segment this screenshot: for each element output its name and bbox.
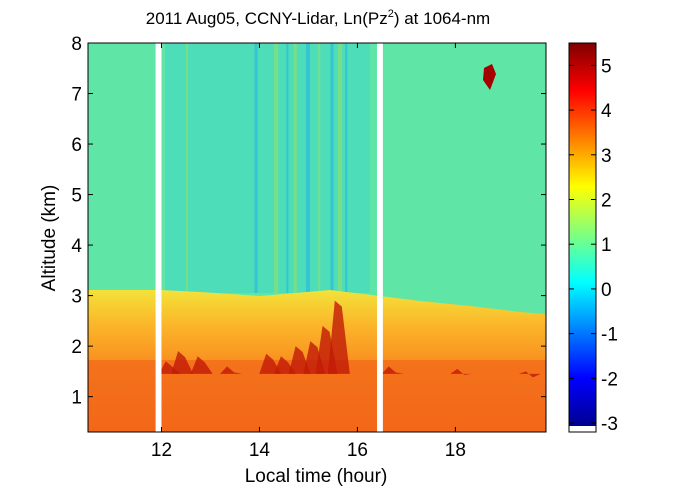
colorbar-tick-label: 0 bbox=[601, 280, 612, 301]
boundary-spike bbox=[259, 353, 282, 374]
signal-streak bbox=[254, 43, 258, 293]
y-tick-label: 4 bbox=[71, 236, 82, 257]
boundary-spike bbox=[220, 366, 243, 374]
signal-streak bbox=[345, 43, 348, 293]
colorbar-tick-label: 2 bbox=[601, 190, 612, 211]
colorbar-frame bbox=[568, 42, 597, 433]
signal-streak bbox=[305, 43, 310, 293]
chart-title: 2011 Aug05, CCNY-Lidar, Ln(Pz2) at 1064-… bbox=[146, 8, 490, 28]
boundary-spike bbox=[190, 356, 213, 374]
colorbar-under-swatch bbox=[569, 426, 596, 432]
data-gap-2 bbox=[377, 43, 383, 432]
title-main: 2011 Aug05, CCNY-Lidar, Ln(Pz bbox=[146, 9, 388, 28]
x-tick-label: 12 bbox=[151, 440, 172, 461]
signal-streak bbox=[330, 43, 334, 293]
title-superscript: 2 bbox=[388, 8, 394, 20]
colorbar-tick-label: -3 bbox=[601, 414, 618, 435]
colorbar-tick-label: 4 bbox=[601, 101, 612, 122]
y-tick-label: 1 bbox=[71, 388, 82, 409]
signal-streak bbox=[286, 43, 289, 293]
y-tick-label: 6 bbox=[71, 135, 82, 156]
signal-streak bbox=[293, 43, 297, 293]
signal-streak bbox=[318, 43, 321, 293]
signal-streaks bbox=[185, 43, 348, 293]
y-axis-label: Altitude (km) bbox=[39, 185, 60, 292]
y-tick-label: 3 bbox=[71, 287, 82, 308]
x-tick-label: 14 bbox=[249, 440, 271, 461]
x-axis-label: Local time (hour) bbox=[245, 466, 388, 487]
colorbar-tick-label: 5 bbox=[601, 56, 612, 77]
signal-streak bbox=[274, 43, 279, 293]
boundary-spike bbox=[518, 371, 541, 378]
signal-streak bbox=[185, 43, 188, 293]
colorbar bbox=[569, 43, 596, 426]
cloud-blob bbox=[483, 64, 496, 90]
y-axis-ticks: 1 2 3 4 5 6 7 8 bbox=[71, 34, 546, 409]
boundary-spike bbox=[327, 300, 350, 374]
boundary-spike bbox=[171, 351, 194, 374]
signal-streak bbox=[337, 43, 342, 293]
x-tick-label: 16 bbox=[347, 440, 368, 461]
upper-turbulent-region bbox=[165, 43, 370, 293]
colorbar-ticks: -3 -2 -1 0 1 2 3 4 5 bbox=[569, 56, 618, 435]
x-tick-label: 18 bbox=[445, 440, 466, 461]
boundary-layer-top-spikes bbox=[158, 300, 541, 378]
boundary-spike bbox=[450, 368, 473, 375]
colorbar-tick-label: -1 bbox=[601, 325, 618, 346]
y-tick-label: 5 bbox=[71, 186, 82, 207]
x-axis-ticks: 12 14 16 18 bbox=[151, 43, 466, 461]
plot-frame bbox=[87, 42, 547, 433]
data-gap-1 bbox=[155, 43, 162, 432]
title-tail: ) at 1064-nm bbox=[394, 9, 490, 28]
y-tick-label: 8 bbox=[71, 34, 82, 55]
colorbar-tick-label: 1 bbox=[601, 235, 612, 256]
plot-area bbox=[88, 43, 546, 432]
colorbar-tick-label: -2 bbox=[601, 369, 618, 390]
y-tick-label: 2 bbox=[71, 337, 82, 358]
colorbar-tick-label: 3 bbox=[601, 146, 612, 167]
y-tick-label: 7 bbox=[71, 85, 82, 106]
boundary-spike bbox=[381, 366, 404, 374]
